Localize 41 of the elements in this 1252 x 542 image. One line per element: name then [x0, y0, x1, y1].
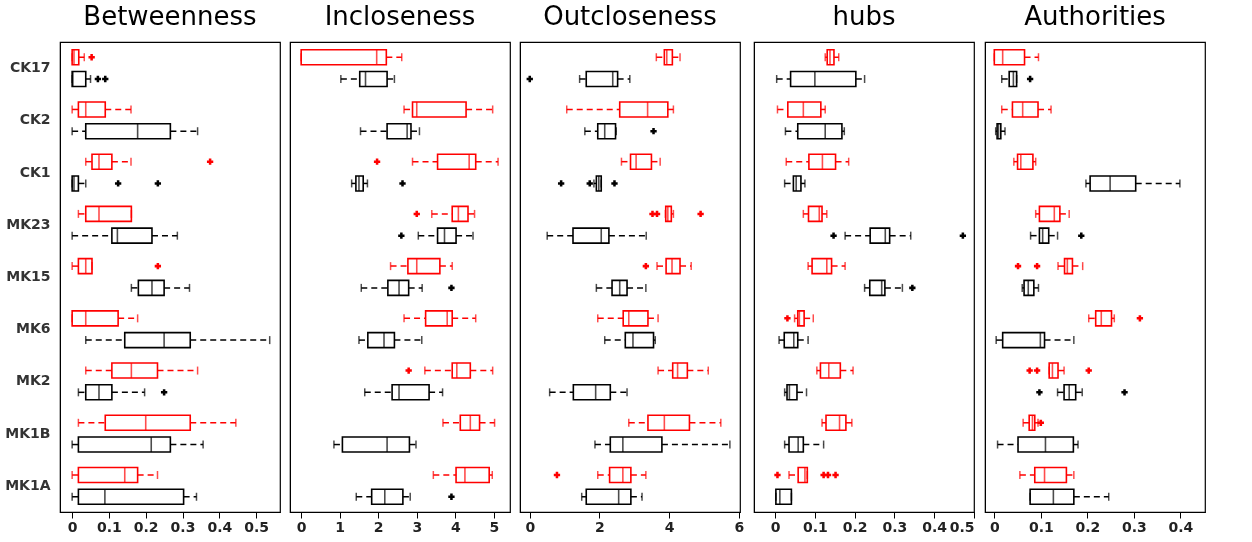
chart-title: Outcloseness [543, 1, 717, 31]
x-tick-label: 0.4 [1168, 518, 1194, 535]
y-tick-label: MK2 [15, 372, 51, 389]
x-tick-label: 2 [373, 518, 384, 535]
x-tick-label: 2 [595, 518, 605, 535]
x-tick-label: 6 [734, 518, 745, 535]
x-tick-label: 0 [770, 518, 781, 535]
x-tick-label: 0.5 [244, 518, 269, 535]
x-tick-label: 0 [525, 518, 536, 535]
x-tick-label: 0 [67, 518, 78, 535]
x-tick-label: 0.1 [97, 518, 122, 535]
y-tick-label: MK1B [5, 424, 51, 441]
x-tick-label: 0.3 [1121, 518, 1147, 535]
chart-title: hubs [832, 1, 896, 31]
x-tick-label: 0.2 [842, 518, 868, 535]
x-tick-label: 0.4 [922, 518, 948, 535]
y-tick-label: MK6 [15, 320, 51, 337]
chart-title: Betweenness [83, 1, 257, 31]
chart-title: Authorities [1024, 1, 1166, 31]
y-tick-label: MK1A [5, 476, 51, 493]
y-tick-label: MK23 [6, 215, 51, 232]
x-tick-label: 5 [489, 518, 500, 535]
x-tick-label: 0.2 [133, 518, 159, 535]
x-tick-label: 0.1 [802, 518, 828, 535]
x-tick-label: 0.4 [207, 518, 233, 535]
x-tick-label: 0.1 [1028, 518, 1054, 535]
x-tick-label: 4 [664, 518, 675, 535]
x-tick-label: 0 [296, 518, 307, 535]
x-tick-label: 0.3 [882, 518, 908, 535]
chart-title: Incloseness [324, 1, 476, 31]
x-tick-label: 1 [335, 518, 346, 535]
y-tick-label: CK2 [19, 111, 51, 128]
y-tick-label: CK1 [19, 163, 51, 180]
x-tick-label: 0.2 [1075, 518, 1101, 535]
y-tick-label: MK15 [6, 268, 51, 284]
x-tick-label: 3 [412, 518, 423, 535]
x-tick-label: 0.5 [949, 518, 975, 535]
x-tick-label: 0 [989, 518, 1000, 535]
x-tick-label: 0.3 [170, 518, 196, 535]
x-tick-label: 4 [450, 518, 461, 535]
y-tick-label: CK17 [9, 59, 51, 76]
